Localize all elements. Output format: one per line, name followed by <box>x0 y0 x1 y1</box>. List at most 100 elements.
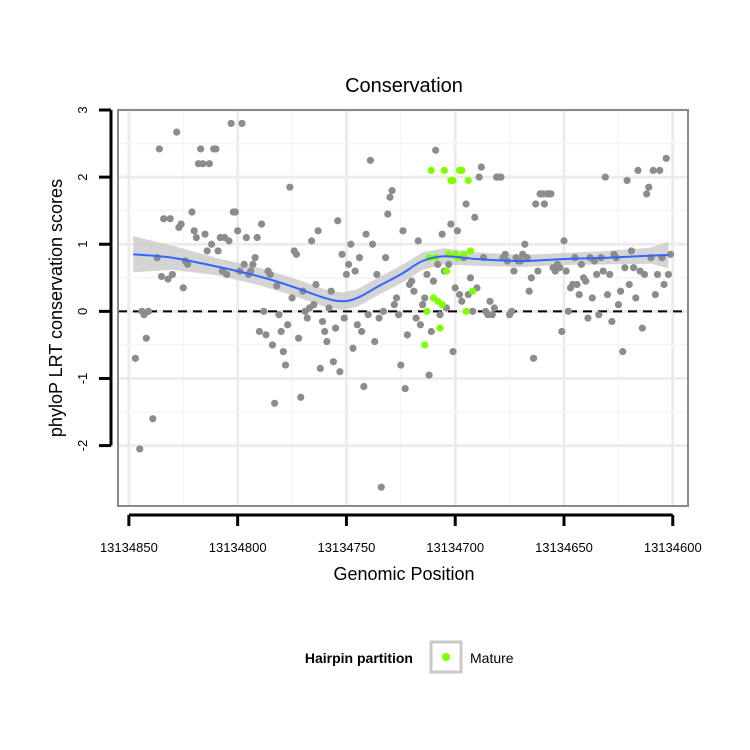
data-point <box>347 240 355 248</box>
data-point <box>386 193 394 201</box>
data-point <box>392 294 401 302</box>
data-point <box>532 200 540 208</box>
data-point <box>240 260 248 268</box>
data-point <box>355 254 364 262</box>
data-point <box>523 254 531 262</box>
data-point <box>316 364 324 373</box>
data-point <box>590 257 599 265</box>
data-point <box>656 166 664 175</box>
y-tick-label: 0 <box>75 308 90 315</box>
data-point <box>445 260 453 268</box>
data-point <box>360 382 368 391</box>
data-point <box>334 217 342 225</box>
legend-entry-mature: Mature <box>470 650 514 666</box>
x-tick-label: 13134700 <box>426 540 484 555</box>
legend-title: Hairpin partition <box>305 650 413 666</box>
data-point <box>331 324 340 332</box>
data-point <box>197 145 205 153</box>
y-axis-label: phyloP LRT conservation scores <box>46 179 66 437</box>
data-point-mature <box>449 176 457 185</box>
data-point <box>421 294 429 302</box>
data-point <box>621 264 629 272</box>
x-tick-label: 13134800 <box>209 540 267 555</box>
data-point <box>279 348 287 356</box>
confidence-band <box>133 236 669 310</box>
data-point <box>262 331 270 339</box>
data-point <box>399 227 407 235</box>
data-point <box>275 311 283 319</box>
data-point <box>160 215 168 223</box>
data-point <box>368 240 377 248</box>
data-point <box>451 284 459 292</box>
data-point <box>144 307 153 315</box>
data-point <box>142 334 150 342</box>
data-point <box>375 314 383 322</box>
data-point <box>599 267 607 275</box>
data-point <box>292 250 300 258</box>
data-point <box>384 210 392 218</box>
data-point <box>634 166 642 175</box>
data-point <box>231 208 240 216</box>
data-point <box>214 247 222 255</box>
data-point <box>547 190 555 198</box>
data-point <box>155 145 163 153</box>
data-point <box>651 290 659 299</box>
data-point <box>277 327 285 336</box>
data-point-mature <box>442 267 451 275</box>
data-point <box>242 233 250 242</box>
x-tick-label: 13134850 <box>100 540 158 555</box>
chart-title: Conservation <box>345 75 463 97</box>
data-point <box>168 270 176 279</box>
data-point <box>540 200 549 208</box>
data-point <box>373 270 381 279</box>
data-point <box>223 270 231 279</box>
data-point <box>486 297 494 305</box>
data-point <box>149 415 157 423</box>
data-point <box>212 145 220 153</box>
data-point <box>371 337 379 346</box>
data-point <box>390 301 398 309</box>
data-point-mature <box>440 166 448 175</box>
data-point <box>318 317 327 326</box>
data-point <box>294 334 303 342</box>
data-point <box>521 240 529 248</box>
data-point <box>593 270 601 279</box>
data-point <box>157 272 166 281</box>
data-point <box>323 337 331 346</box>
data-point <box>434 260 442 268</box>
data-point <box>558 327 566 336</box>
data-point <box>268 341 277 349</box>
data-point <box>453 227 461 235</box>
data-point <box>638 324 646 332</box>
data-point-mature <box>438 301 446 309</box>
data-point <box>477 163 485 171</box>
data-point <box>564 307 572 315</box>
data-point <box>408 277 416 285</box>
data-point-mature <box>436 324 444 332</box>
data-point <box>653 270 662 279</box>
data-point <box>203 247 211 255</box>
data-point <box>164 275 172 283</box>
data-point <box>525 287 533 295</box>
data-point <box>625 280 633 289</box>
data-point <box>562 267 570 275</box>
data-point <box>310 301 318 309</box>
data-point <box>403 331 411 339</box>
confidence-band-area <box>133 236 669 310</box>
data-point <box>201 230 209 238</box>
data-point <box>662 154 670 162</box>
data-point <box>438 230 446 238</box>
data-point <box>395 311 403 319</box>
data-point <box>416 321 425 329</box>
data-point <box>427 327 435 336</box>
data-point <box>447 220 455 228</box>
data-point <box>377 483 385 491</box>
data-point <box>497 173 505 181</box>
data-point <box>640 270 649 279</box>
data-point <box>329 358 337 366</box>
data-point <box>616 287 625 295</box>
data-point <box>321 327 329 336</box>
data-point <box>606 270 614 279</box>
data-point <box>257 220 266 228</box>
data-point <box>632 294 640 302</box>
